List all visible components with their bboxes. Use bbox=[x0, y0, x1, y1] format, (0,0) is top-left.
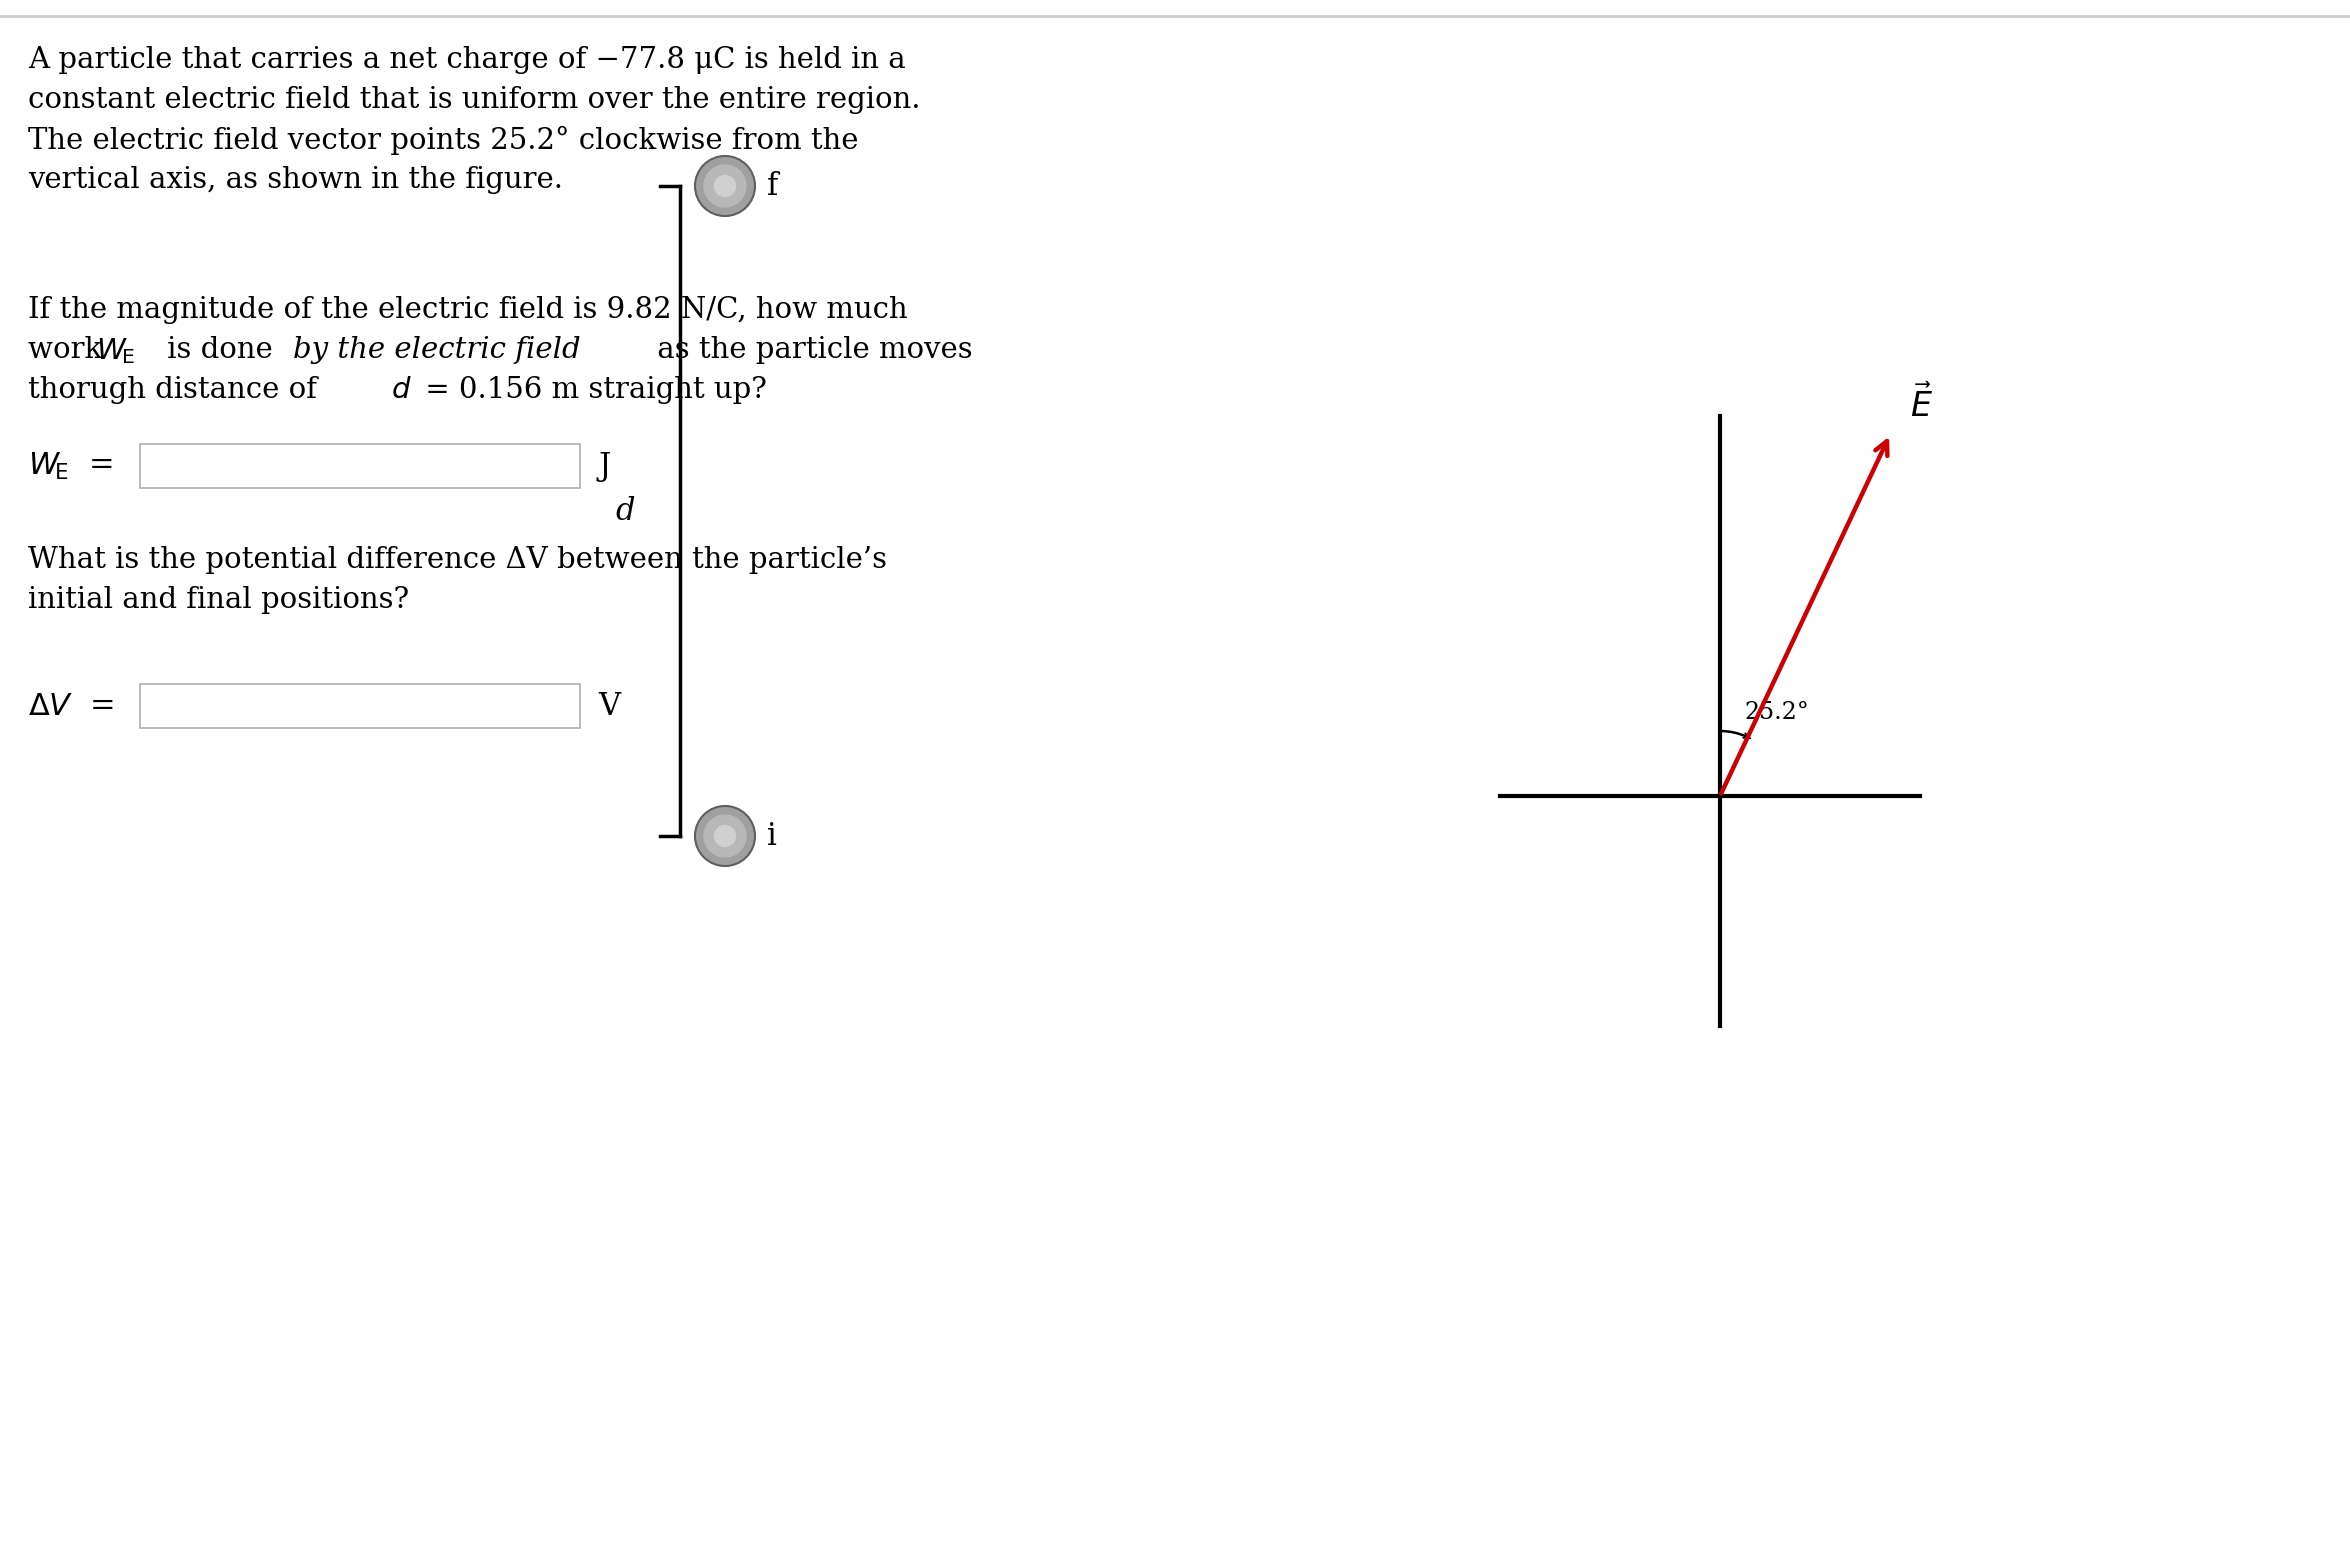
Text: is done: is done bbox=[157, 336, 282, 364]
Text: f: f bbox=[766, 171, 778, 201]
Circle shape bbox=[696, 806, 754, 867]
Text: work: work bbox=[28, 336, 110, 364]
Text: What is the potential difference ΔV between the particle’s: What is the potential difference ΔV betw… bbox=[28, 546, 886, 574]
Text: i: i bbox=[766, 820, 778, 851]
Text: The electric field vector points 25.2° clockwise from the: The electric field vector points 25.2° c… bbox=[28, 126, 858, 156]
Text: $\vec{E}$: $\vec{E}$ bbox=[1911, 384, 1934, 425]
Circle shape bbox=[714, 176, 736, 196]
Circle shape bbox=[705, 815, 745, 857]
Text: A particle that carries a net charge of −77.8 μC is held in a: A particle that carries a net charge of … bbox=[28, 47, 905, 75]
Text: as the particle moves: as the particle moves bbox=[649, 336, 973, 364]
Text: vertical axis, as shown in the figure.: vertical axis, as shown in the figure. bbox=[28, 166, 564, 194]
Text: $\mathit{W}_{\!\mathrm{E}}$  =: $\mathit{W}_{\!\mathrm{E}}$ = bbox=[28, 450, 113, 481]
Text: constant electric field that is uniform over the entire region.: constant electric field that is uniform … bbox=[28, 86, 921, 114]
Text: J: J bbox=[597, 451, 611, 481]
Text: $\Delta V$  =: $\Delta V$ = bbox=[28, 691, 113, 722]
Circle shape bbox=[696, 156, 754, 216]
Text: 25.2°: 25.2° bbox=[1744, 700, 1810, 724]
Text: $d$: $d$ bbox=[390, 377, 411, 405]
Bar bbox=[141, 685, 580, 728]
Text: $\mathit{W}_{\!\mathrm{E}}$: $\mathit{W}_{\!\mathrm{E}}$ bbox=[96, 336, 134, 366]
Bar bbox=[141, 443, 580, 489]
Text: by the electric field: by the electric field bbox=[294, 336, 580, 364]
Text: V: V bbox=[597, 691, 620, 722]
Circle shape bbox=[714, 826, 736, 846]
Text: If the magnitude of the electric field is 9.82 N/C, how much: If the magnitude of the electric field i… bbox=[28, 296, 907, 324]
Circle shape bbox=[705, 165, 745, 207]
Text: thorugh distance of: thorugh distance of bbox=[28, 377, 327, 405]
Text: initial and final positions?: initial and final positions? bbox=[28, 587, 409, 615]
Text: d: d bbox=[616, 495, 635, 526]
Text: = 0.156 m straight up?: = 0.156 m straight up? bbox=[416, 377, 766, 405]
